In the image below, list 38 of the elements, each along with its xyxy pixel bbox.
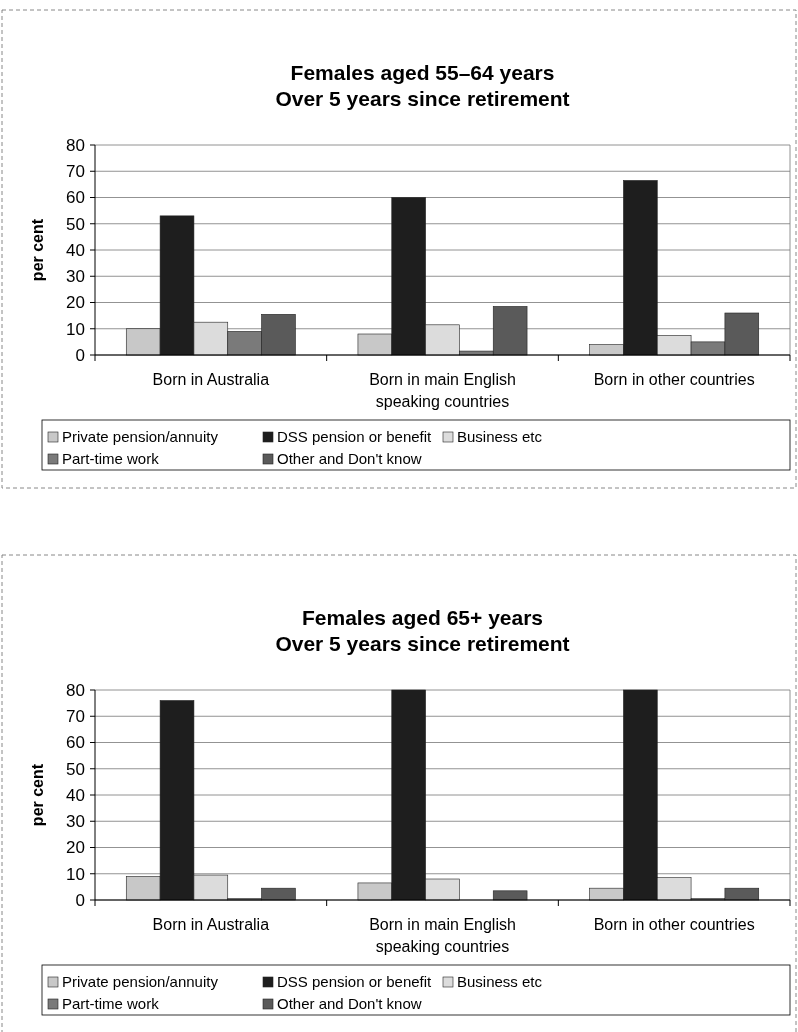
chart-title: Females aged 65+ years Over 5 years since retirement [275, 606, 570, 655]
y-axis-title: per cent [29, 763, 46, 827]
legend-label: Business etc [457, 428, 543, 446]
y-tick-label: 10 [66, 319, 85, 339]
legend-label: Other and Don't know [277, 995, 422, 1013]
y-tick-label: 60 [66, 733, 85, 753]
y-tick-label: 40 [66, 785, 85, 805]
legend-label: Other and Don't know [277, 450, 422, 468]
x-tick-label: Born in main English speaking countries [369, 916, 516, 955]
legend-label: DSS pension or benefit [277, 428, 433, 446]
y-tick-label: 40 [66, 240, 85, 260]
legend-label: Part-time work [62, 450, 160, 468]
y-tick-label: 0 [75, 890, 85, 910]
legend-label: Private pension/annuity [62, 428, 219, 446]
y-tick-label: 70 [66, 162, 85, 182]
y-tick-label: 20 [66, 293, 85, 313]
y-tick-label: 50 [66, 759, 85, 779]
y-tick-label: 80 [66, 680, 85, 700]
x-tick-label: Born in main English speaking countries [369, 371, 516, 410]
y-tick-label: 0 [75, 345, 85, 365]
chart-title: Females aged 55–64 years Over 5 years since retirement [275, 61, 570, 110]
legend-label: DSS pension or benefit [277, 973, 433, 991]
y-tick-label: 80 [66, 135, 85, 155]
legend-label: Private pension/annuity [62, 973, 219, 991]
x-tick-label: Born in Australia [152, 916, 270, 933]
x-tick-label: Born in other countries [593, 916, 755, 933]
y-tick-label: 30 [66, 812, 85, 832]
y-tick-label: 70 [66, 707, 85, 727]
y-tick-label: 10 [66, 864, 85, 884]
y-tick-label: 60 [66, 188, 85, 208]
legend-label: Business etc [457, 973, 543, 991]
y-tick-label: 50 [66, 214, 85, 234]
legend-label: Part-time work [62, 995, 160, 1013]
x-tick-label: Born in other countries [593, 371, 755, 388]
y-tick-label: 20 [66, 838, 85, 858]
y-axis-title: per cent [29, 218, 46, 282]
x-tick-label: Born in Australia [152, 371, 270, 388]
y-tick-label: 30 [66, 267, 85, 287]
